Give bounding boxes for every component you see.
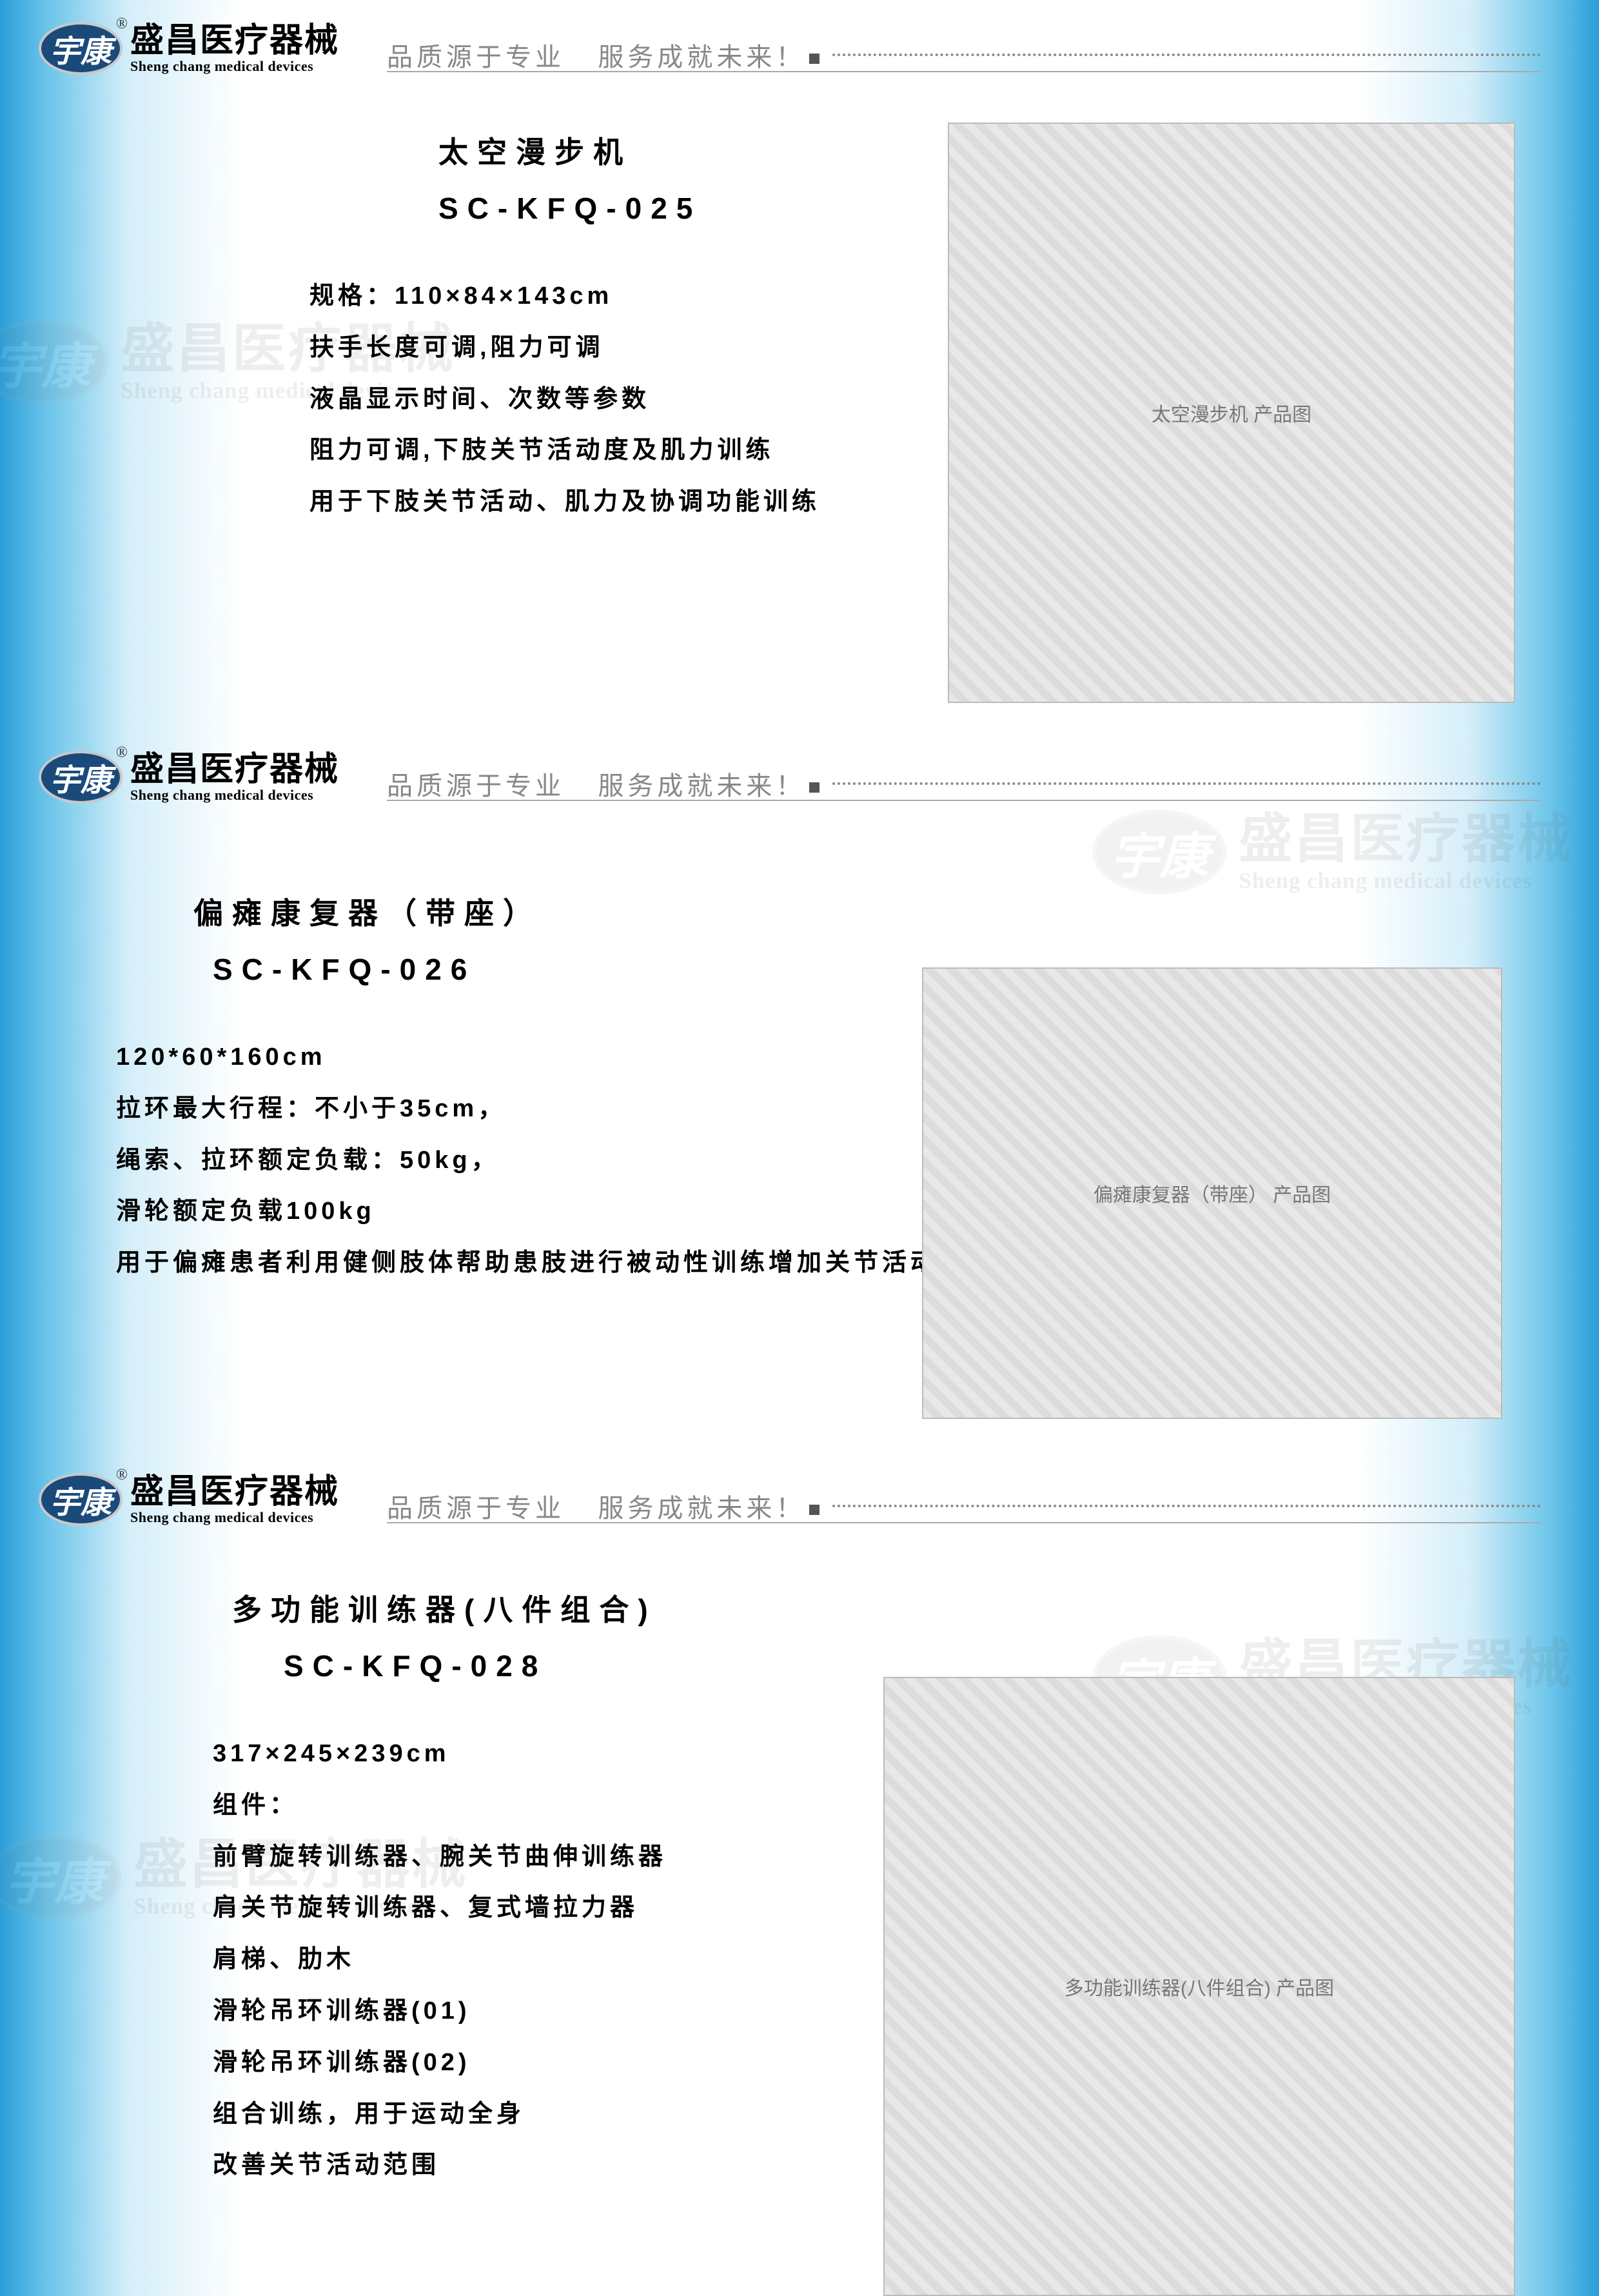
product-image: 偏瘫康复器（带座） 产品图 <box>922 967 1502 1419</box>
brand-name-cn: 盛昌医疗器械 <box>130 23 339 59</box>
header-rule <box>387 1522 1541 1523</box>
logo-oval-icon: 宇康 ® <box>39 1473 123 1526</box>
product-image: 多功能训练器(八件组合) 产品图 <box>883 1677 1515 2296</box>
tagline-text: 品质源于专业 服务成就未来！ <box>387 36 823 74</box>
tagline-text: 品质源于专业 服务成就未来！ <box>387 1487 823 1525</box>
logo-oval-icon: 宇康 ® <box>39 22 123 75</box>
catalog-page: 宇康 盛昌医疗器械 Sheng chang medical devices 宇康… <box>0 0 1599 2262</box>
tagline-b: 服务成就未来！ <box>598 43 805 72</box>
product-title: 偏瘫康复器（带座） <box>193 890 1535 933</box>
brand-name-block: 盛昌医疗器械 Sheng chang medical devices <box>130 23 339 74</box>
product-title: 多功能训练器(八件组合) <box>232 1587 1535 1629</box>
logo-mark: 宇康 <box>50 1477 112 1522</box>
brand-name-block: 盛昌医疗器械 Sheng chang medical devices <box>130 752 339 802</box>
brand-name-en: Sheng chang medical devices <box>130 59 339 74</box>
tagline-text: 品质源于专业 服务成就未来！ <box>387 765 823 802</box>
product-block: 太空漫步机 SC-KFQ-025 规格：110×84×143cm 扶手长度可调,… <box>0 97 1599 548</box>
tagline-row: 品质源于专业 服务成就未来！ <box>387 36 1541 74</box>
product-section-3: 宇康 ® 盛昌医疗器械 Sheng chang medical devices … <box>0 1451 1599 2262</box>
registered-mark: ® <box>116 1467 128 1484</box>
product-image-placeholder: 偏瘫康复器（带座） 产品图 <box>922 967 1502 1419</box>
brand-logo: 宇康 ® 盛昌医疗器械 Sheng chang medical devices <box>39 751 339 804</box>
brand-logo: 宇康 ® 盛昌医疗器械 Sheng chang medical devices <box>39 22 339 75</box>
dotted-rule <box>832 1505 1541 1507</box>
product-section-1: 宇康 ® 盛昌医疗器械 Sheng chang medical devices … <box>0 0 1599 729</box>
registered-mark: ® <box>116 744 128 762</box>
square-icon <box>809 1505 819 1515</box>
product-image: 太空漫步机 产品图 <box>948 123 1515 703</box>
tagline-a: 品质源于专业 <box>387 43 565 72</box>
tagline-a: 品质源于专业 <box>387 772 565 800</box>
registered-mark: ® <box>116 15 128 33</box>
brand-name-en: Sheng chang medical devices <box>130 787 339 802</box>
brand-name-cn: 盛昌医疗器械 <box>130 752 339 787</box>
tagline-row: 品质源于专业 服务成就未来！ <box>387 765 1541 802</box>
brand-name-en: Sheng chang medical devices <box>130 1510 339 1525</box>
dotted-rule <box>832 782 1541 785</box>
brand-header: 宇康 ® 盛昌医疗器械 Sheng chang medical devices … <box>0 1451 1599 1548</box>
dotted-rule <box>832 54 1541 56</box>
header-rule <box>387 71 1541 72</box>
brand-header: 宇康 ® 盛昌医疗器械 Sheng chang medical devices … <box>0 729 1599 826</box>
square-icon <box>809 782 819 793</box>
logo-mark: 宇康 <box>50 26 112 71</box>
tagline-row: 品质源于专业 服务成就未来！ <box>387 1487 1541 1525</box>
brand-logo: 宇康 ® 盛昌医疗器械 Sheng chang medical devices <box>39 1473 339 1526</box>
brand-name-cn: 盛昌医疗器械 <box>130 1474 339 1510</box>
logo-mark: 宇康 <box>50 755 112 800</box>
header-rule <box>387 800 1541 801</box>
product-image-placeholder: 太空漫步机 产品图 <box>948 123 1515 703</box>
product-section-2: 宇康 ® 盛昌医疗器械 Sheng chang medical devices … <box>0 729 1599 1451</box>
brand-header: 宇康 ® 盛昌医疗器械 Sheng chang medical devices … <box>0 0 1599 97</box>
logo-oval-icon: 宇康 ® <box>39 751 123 804</box>
tagline-b: 服务成就未来！ <box>598 772 805 800</box>
product-block: 偏瘫康复器（带座） SC-KFQ-026 120*60*160cm 拉环最大行程… <box>0 826 1599 1309</box>
brand-name-block: 盛昌医疗器械 Sheng chang medical devices <box>130 1474 339 1525</box>
square-icon <box>809 54 819 64</box>
product-image-placeholder: 多功能训练器(八件组合) 产品图 <box>883 1677 1515 2296</box>
product-block: 多功能训练器(八件组合) SC-KFQ-028 317×245×239cm 组件… <box>0 1548 1599 2211</box>
tagline-a: 品质源于专业 <box>387 1494 565 1523</box>
tagline-b: 服务成就未来！ <box>598 1494 805 1523</box>
